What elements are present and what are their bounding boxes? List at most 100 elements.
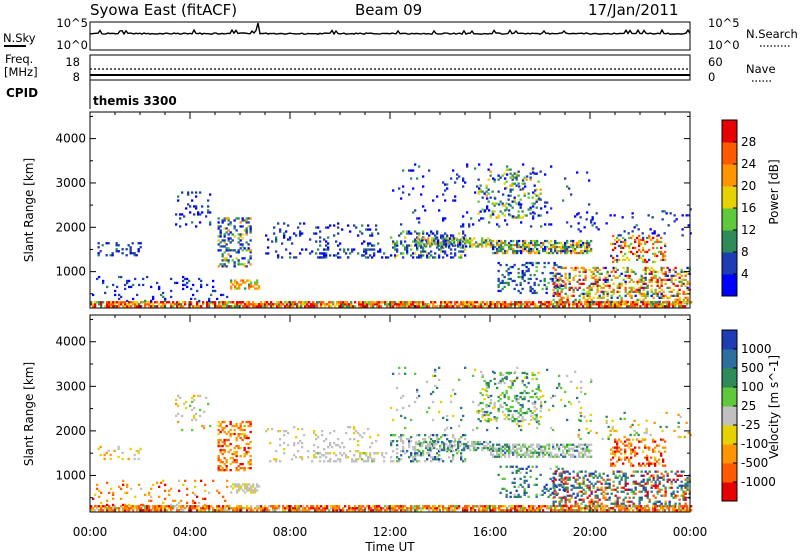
- echo-cell: [524, 494, 526, 496]
- echo-cell: [584, 242, 586, 244]
- echo-cell: [556, 250, 558, 252]
- echo-cell: [450, 252, 452, 254]
- echo-cell: [226, 231, 228, 233]
- echo-cell: [586, 450, 588, 452]
- echo-cell: [175, 415, 177, 417]
- echo-cell: [462, 301, 464, 303]
- echo-cell: [588, 452, 590, 454]
- echo-cell: [518, 468, 520, 470]
- echo-cell: [621, 297, 623, 299]
- echo-cell: [680, 301, 682, 303]
- echo-cell: [297, 226, 299, 228]
- echo-cell: [574, 456, 576, 458]
- echo-cell: [275, 240, 277, 242]
- echo-cell: [366, 303, 368, 305]
- echo-cell: [488, 201, 490, 203]
- echo-cell: [658, 303, 660, 305]
- echo-cell: [315, 232, 317, 234]
- echo-cell: [162, 301, 164, 303]
- echo-cell: [357, 432, 359, 434]
- echo-cell: [510, 266, 512, 268]
- echo-cell: [510, 450, 512, 452]
- echo-cell: [565, 497, 567, 499]
- echo-cell: [500, 466, 502, 468]
- echo-cell: [579, 299, 581, 301]
- echo-cell: [224, 257, 226, 259]
- echo-cell: [179, 217, 181, 219]
- echo-cell: [435, 243, 437, 245]
- echo-cell: [616, 261, 618, 263]
- echo-cell: [578, 222, 580, 224]
- echo-cell: [653, 275, 655, 277]
- echo-cell: [613, 291, 615, 293]
- echo-cell: [464, 248, 466, 250]
- echo-cell: [583, 489, 585, 491]
- echo-cell: [534, 203, 536, 205]
- echo-cell: [546, 301, 548, 303]
- echo-cell: [209, 223, 211, 225]
- echo-cell: [622, 303, 624, 305]
- echo-cell: [553, 481, 555, 483]
- echo-cell: [106, 303, 108, 305]
- echo-cell: [522, 216, 524, 218]
- echo-cell: [526, 262, 528, 264]
- echo-cell: [494, 418, 496, 420]
- echo-cell: [560, 246, 562, 248]
- echo-cell: [520, 207, 522, 209]
- echo-cell: [648, 235, 650, 237]
- echo-cell: [570, 252, 572, 254]
- echo-cell: [577, 495, 579, 497]
- echo-cell: [420, 509, 422, 511]
- echo-cell: [642, 255, 644, 257]
- echo-cell: [258, 305, 260, 307]
- echo-cell: [293, 256, 295, 258]
- echo-cell: [597, 283, 599, 285]
- echo-cell: [176, 305, 178, 307]
- echo-cell: [526, 244, 528, 246]
- echo-cell: [316, 505, 318, 507]
- echo-cell: [604, 305, 606, 307]
- echo-cell: [508, 278, 510, 280]
- echo-cell: [238, 465, 240, 467]
- echo-cell: [546, 211, 548, 213]
- echo-cell: [248, 217, 250, 219]
- echo-cell: [182, 305, 184, 307]
- echo-cell: [254, 487, 256, 489]
- echo-cell: [534, 284, 536, 286]
- echo-cell: [661, 271, 663, 273]
- echo-cell: [375, 224, 377, 226]
- echo-cell: [256, 509, 258, 511]
- echo-cell: [250, 303, 252, 305]
- echo-cell: [663, 267, 665, 269]
- echo-cell: [506, 466, 508, 468]
- echo-cell: [492, 444, 494, 446]
- echo-cell: [584, 303, 586, 305]
- echo-cell: [452, 436, 454, 438]
- echo-cell: [620, 305, 622, 307]
- echo-cell: [242, 463, 244, 465]
- echo-cell: [450, 248, 452, 250]
- echo-cell: [170, 488, 172, 490]
- echo-cell: [518, 195, 520, 197]
- echo-cell: [156, 305, 158, 307]
- echo-cell: [536, 195, 538, 197]
- echo-cell: [210, 505, 212, 507]
- echo-cell: [512, 207, 514, 209]
- echo-cell: [553, 505, 555, 507]
- echo-cell: [457, 241, 459, 243]
- echo-cell: [490, 446, 492, 448]
- echo-cell: [530, 242, 532, 244]
- echo-cell: [619, 287, 621, 289]
- echo-cell: [294, 301, 296, 303]
- echo-cell: [370, 305, 372, 307]
- echo-cell: [534, 282, 536, 284]
- echo-cell: [498, 240, 500, 242]
- echo-cell: [203, 425, 205, 427]
- echo-cell: [191, 199, 193, 201]
- echo-cell: [398, 303, 400, 305]
- echo-cell: [538, 454, 540, 456]
- echo-cell: [423, 441, 425, 443]
- echo-cell: [422, 250, 424, 252]
- echo-cell: [542, 456, 544, 458]
- echo-cell: [256, 305, 258, 307]
